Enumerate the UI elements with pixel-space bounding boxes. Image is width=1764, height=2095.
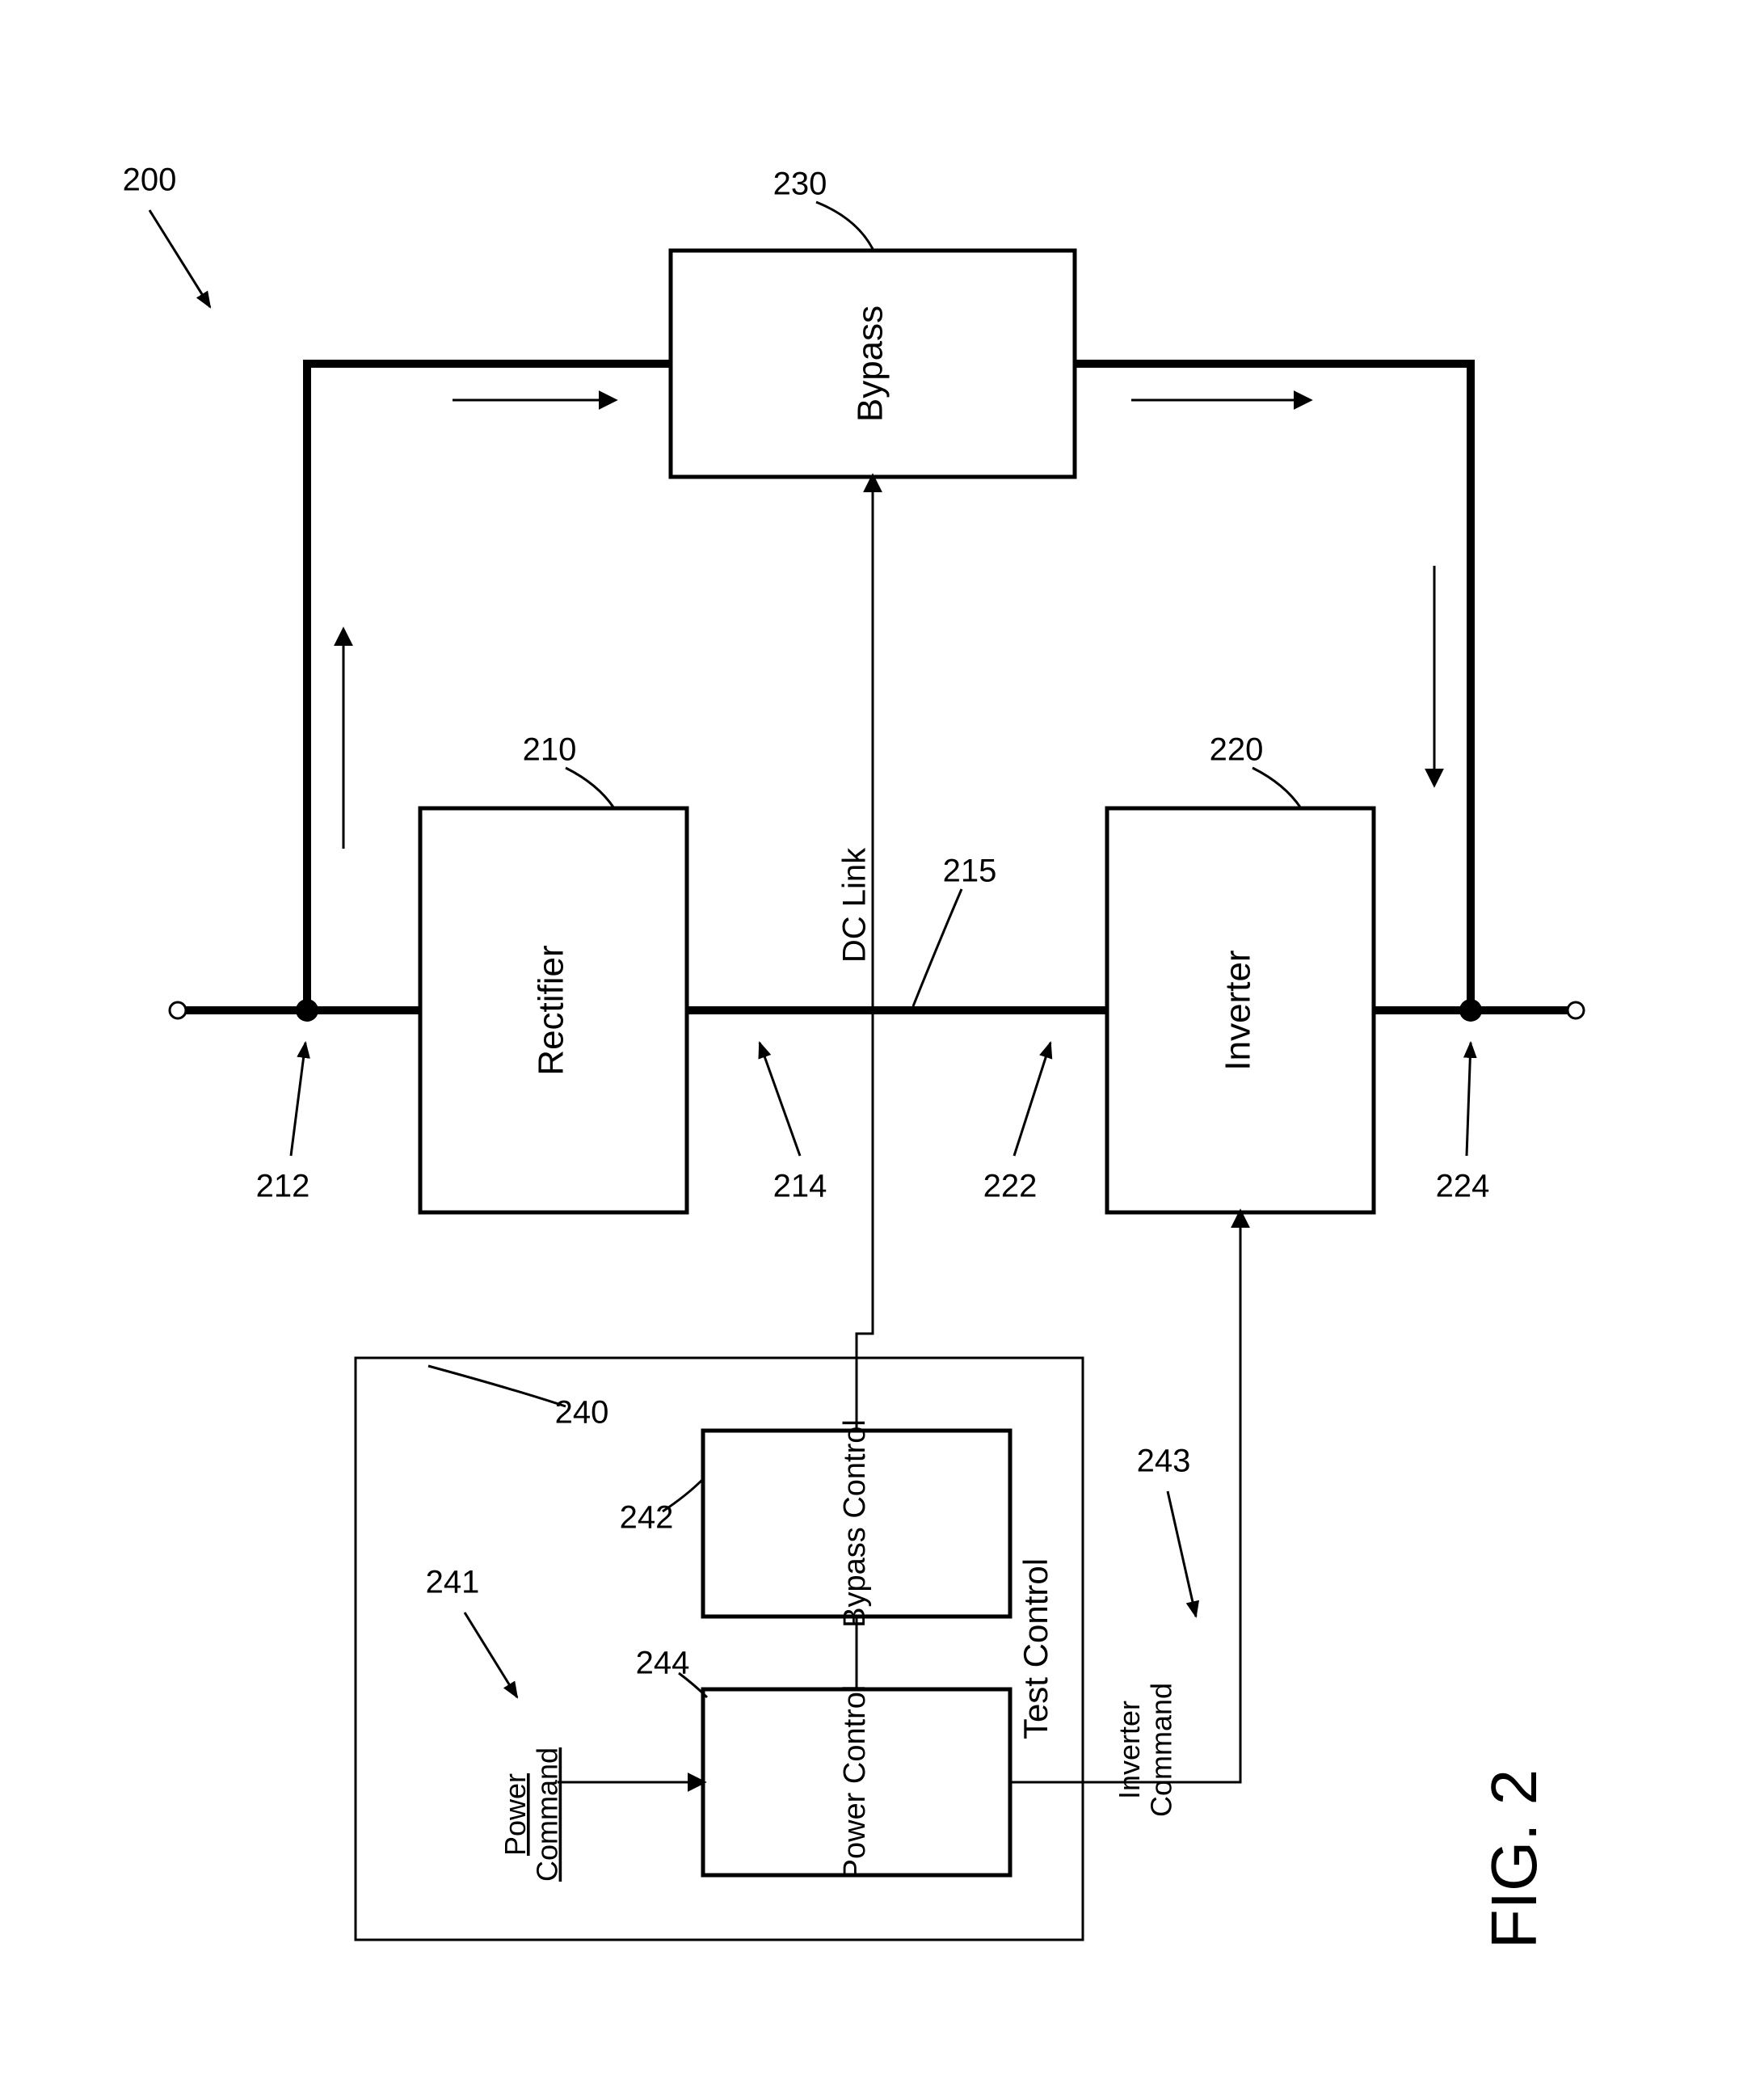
- ref-220: 220: [1210, 732, 1264, 768]
- test-control-label: Test Control: [1017, 1558, 1055, 1739]
- ref-243: 243: [1137, 1444, 1191, 1479]
- power-control-label: Power Control: [838, 1685, 872, 1880]
- bypass-control-label: Bypass Control: [838, 1419, 872, 1628]
- ref-242: 242: [620, 1500, 674, 1536]
- node-right: [1459, 999, 1482, 1022]
- figure-title: FIG. 2: [1478, 1769, 1550, 1949]
- ref-230-leader: [816, 202, 873, 249]
- ref-224-arrow: [1467, 1043, 1471, 1156]
- ref-212-arrow: [291, 1043, 305, 1156]
- ref-210: 210: [523, 732, 577, 768]
- inverter-command-label: InverterCommand: [1113, 1683, 1178, 1817]
- node-left: [296, 999, 318, 1022]
- inverter-label: Inverter: [1219, 950, 1258, 1070]
- ref-214: 214: [773, 1169, 827, 1204]
- terminal-left: [170, 1002, 186, 1018]
- ref-215: 215: [943, 854, 997, 889]
- ref-215-leader: [913, 889, 962, 1006]
- ref-224: 224: [1436, 1169, 1490, 1204]
- ref-220-leader: [1252, 768, 1301, 808]
- ref-240: 240: [555, 1395, 609, 1431]
- ref-222-arrow: [1014, 1043, 1050, 1156]
- dc-link-label: DC Link: [837, 847, 873, 963]
- ref-200-arrow: [149, 210, 210, 307]
- ref-200: 200: [123, 162, 177, 198]
- bypass-label: Bypass: [851, 306, 890, 422]
- rectifier-label: Rectifier: [532, 945, 571, 1075]
- ref-222: 222: [983, 1169, 1038, 1204]
- ref-214-arrow: [760, 1043, 800, 1156]
- ref-243-arrow: [1168, 1491, 1196, 1617]
- ref-241: 241: [426, 1565, 480, 1600]
- ref-230: 230: [773, 167, 827, 202]
- ref-212: 212: [256, 1169, 310, 1204]
- ref-210-leader: [566, 768, 614, 808]
- terminal-right: [1568, 1002, 1584, 1018]
